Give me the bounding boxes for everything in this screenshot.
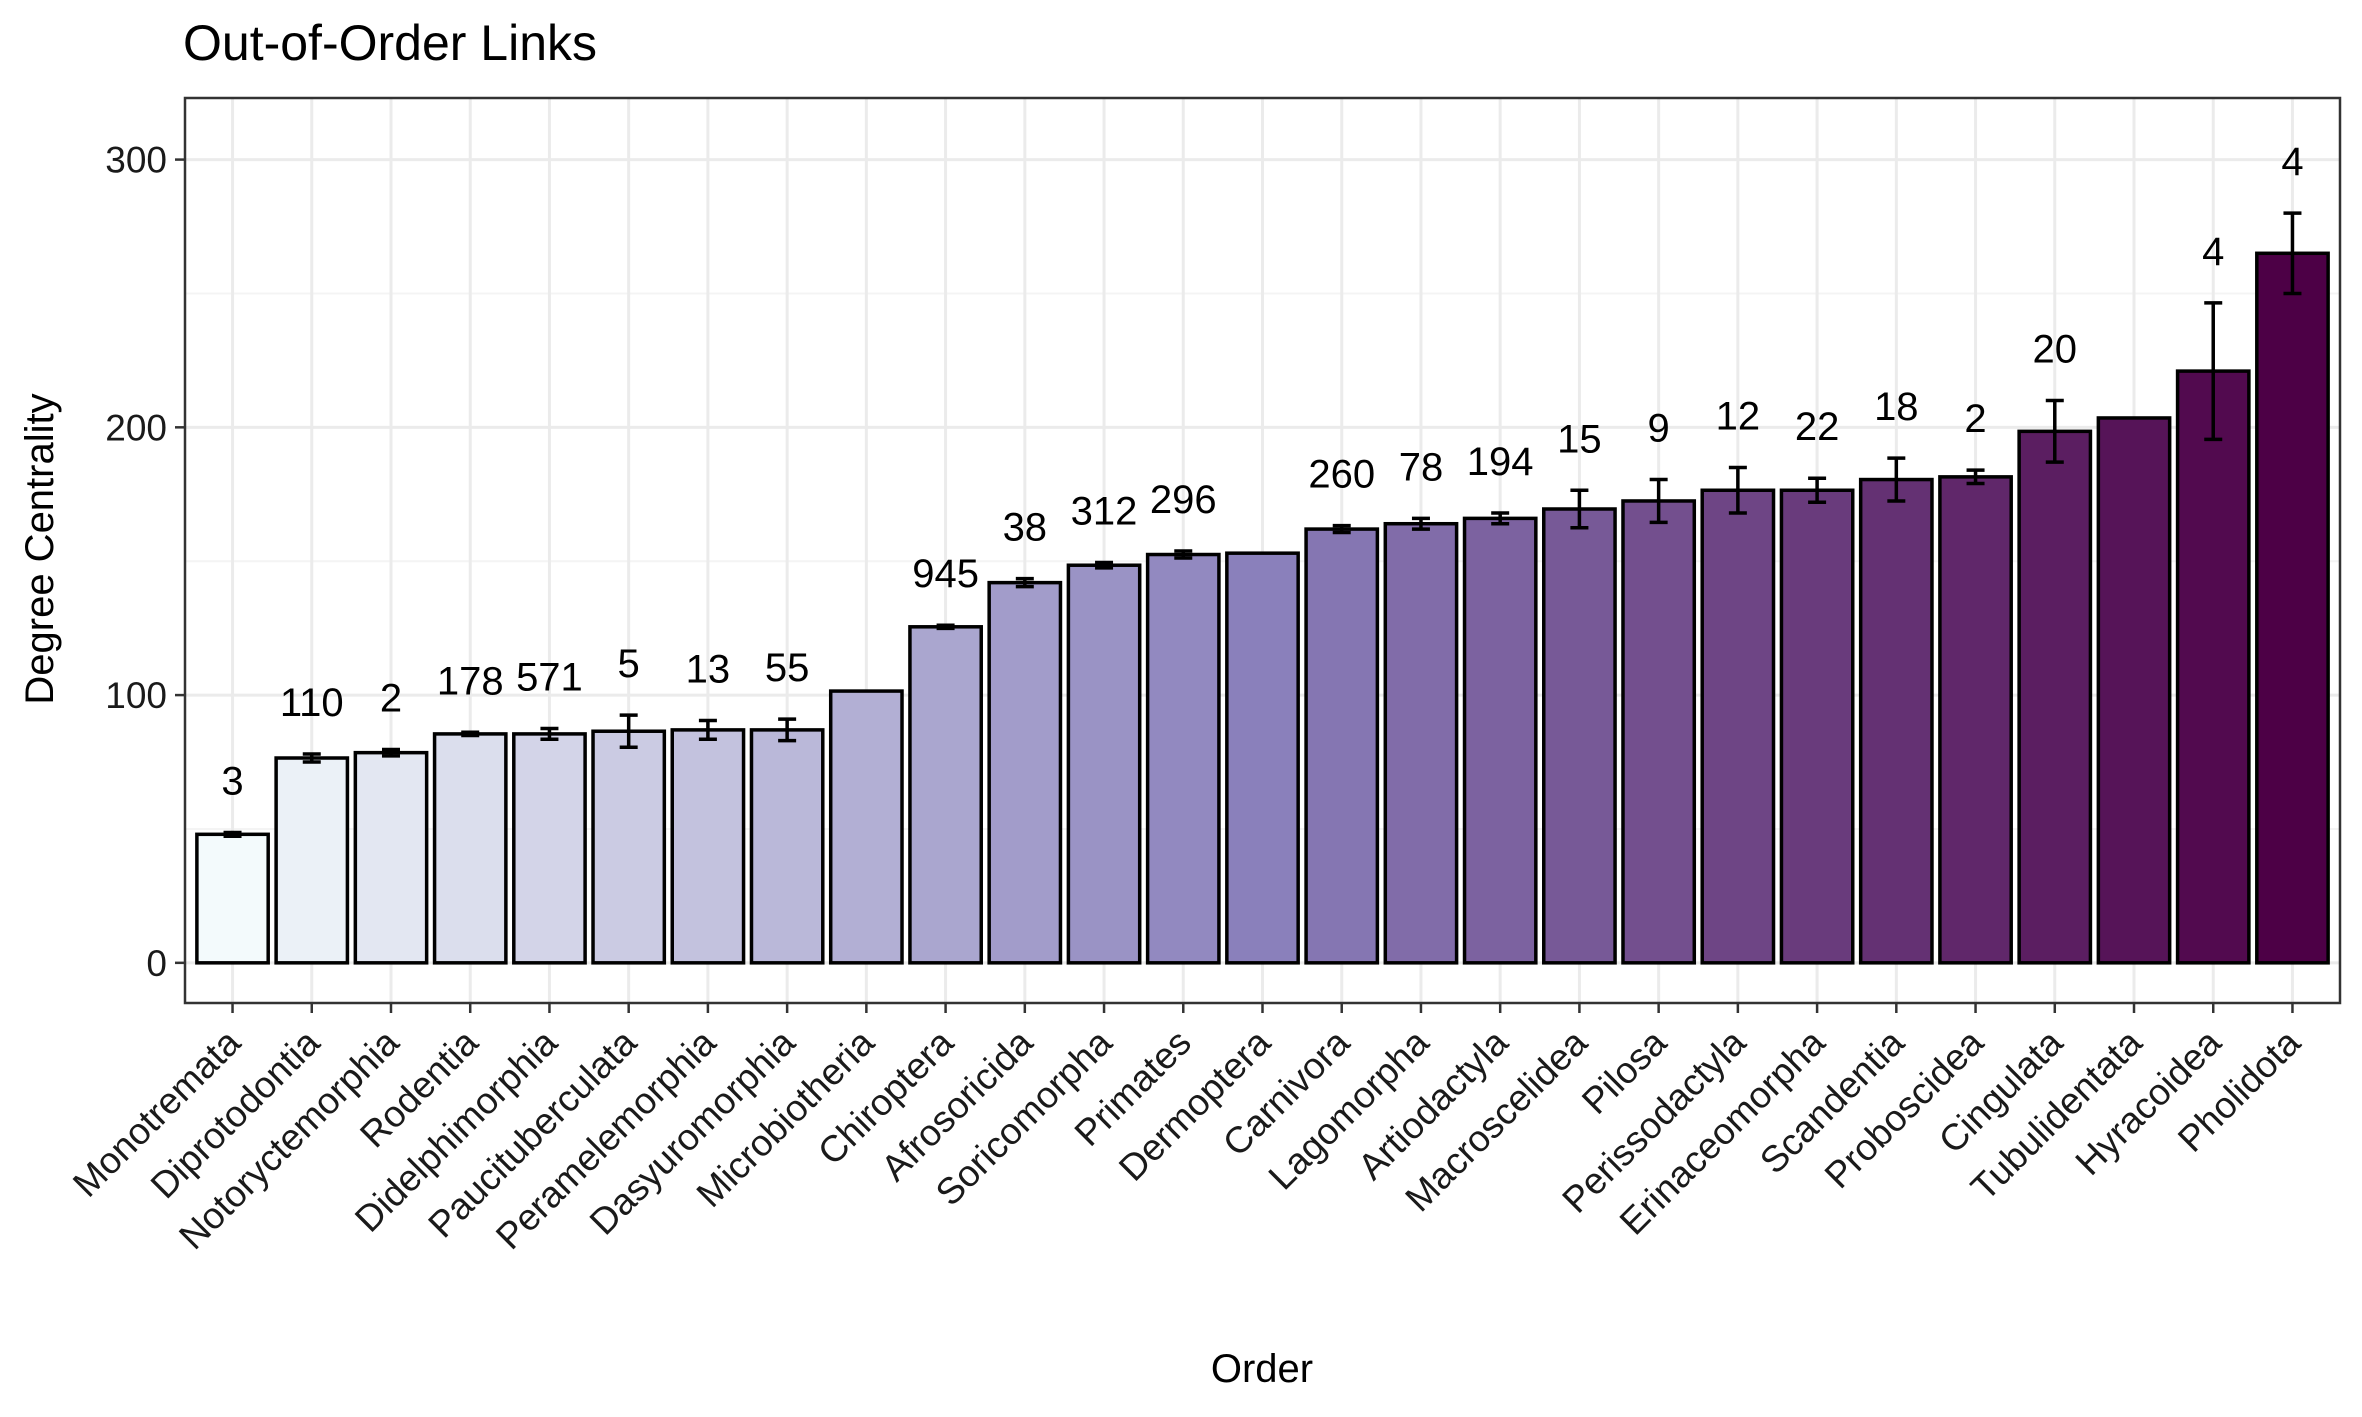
bar-perissodactyla [1700, 488, 1776, 965]
bar-pholidota [2255, 251, 2330, 965]
error-bar-pholidota [2283, 211, 2302, 296]
error-bar-chiroptera [936, 623, 955, 631]
bar-rodentia [432, 732, 508, 965]
error-bar-pilosa [1649, 477, 1668, 525]
count-label-perissodactyla: 12 [1716, 394, 1761, 438]
bar-didelphimorphia [512, 732, 587, 965]
y-axis-label: Degree Centrality [18, 393, 62, 704]
count-label-primates: 296 [1150, 478, 1217, 522]
error-bar-didelphimorphia [540, 726, 559, 742]
count-label-artiodactyla: 194 [1467, 440, 1534, 484]
bar-macroscelidea [1542, 507, 1617, 965]
error-bar-primates [1174, 549, 1193, 560]
bar-tubulidentata [2096, 416, 2172, 965]
bar-erinaceomorpha [1779, 488, 1855, 965]
count-label-paucituberculata: 5 [618, 642, 640, 686]
y-tick-label: 100 [105, 675, 167, 716]
count-label-lagomorpha: 78 [1399, 445, 1444, 489]
y-tick-label: 300 [105, 140, 167, 181]
y-tick-label: 200 [105, 407, 167, 448]
bar-afrosoricida [987, 580, 1063, 965]
count-label-scandentia: 18 [1874, 385, 1919, 429]
error-bar-perissodactyla [1728, 465, 1747, 515]
count-label-dasyuromorphia: 55 [765, 646, 810, 690]
bars [195, 251, 2330, 965]
bar-paucituberculata [591, 729, 667, 965]
error-bar-hyracoidea [2204, 301, 2223, 442]
bar-chiroptera [908, 625, 983, 965]
bar-notoryctemorphia [353, 750, 429, 965]
bar-microbiotheria [828, 689, 904, 965]
count-label-chiroptera: 945 [912, 552, 979, 596]
error-bar-dasyuromorphia [778, 717, 797, 743]
error-bar-notoryctemorphia [381, 747, 400, 758]
count-label-erinaceomorpha: 22 [1795, 405, 1840, 449]
error-bars [223, 211, 2302, 838]
count-label-diprotodontia: 110 [280, 681, 344, 725]
bar-artiodactyla [1462, 516, 1538, 965]
count-label-didelphimorphia: 571 [516, 656, 583, 700]
error-bar-soricomorpha [1095, 560, 1114, 570]
error-bar-scandentia [1887, 456, 1906, 503]
count-label-pilosa: 9 [1648, 407, 1670, 451]
x-axis: MonotremataDiprotodontiaNotoryctemorphia… [65, 1003, 2308, 1257]
error-bar-lagomorpha [1411, 516, 1430, 531]
bar-monotremata [195, 832, 270, 965]
error-bar-proboscidea [1966, 468, 1985, 486]
error-bar-monotremata [223, 830, 242, 838]
chart-title: Out-of-Order Links [183, 15, 597, 71]
bar-count-labels: 3 110 2 178 571 5 13 55 945 38 312 296 260 78 194 15 9 12… [221, 140, 2303, 803]
error-bar-afrosoricida [1015, 576, 1034, 589]
bar-scandentia [1858, 477, 1934, 965]
count-label-carnivora: 260 [1308, 453, 1375, 497]
y-tick-label: 0 [146, 943, 167, 984]
bar-proboscidea [1938, 475, 2013, 965]
error-bar-rodentia [461, 730, 480, 738]
count-label-macroscelidea: 15 [1557, 417, 1602, 461]
error-bar-erinaceomorpha [1808, 476, 1827, 505]
count-label-notoryctemorphia: 2 [380, 676, 402, 720]
count-label-hyracoidea: 4 [2202, 230, 2224, 274]
error-bar-macroscelidea [1570, 488, 1589, 530]
bar-peramelemorphia [670, 728, 746, 965]
bar-carnivora [1304, 527, 1380, 965]
count-label-pholidota: 4 [2281, 140, 2303, 184]
count-label-rodentia: 178 [437, 659, 504, 703]
bar-cingulata [2017, 429, 2093, 965]
count-label-monotremata: 3 [221, 759, 243, 803]
count-label-soricomorpha: 312 [1071, 490, 1138, 534]
x-axis-label: Order [1211, 1347, 1313, 1391]
error-bar-diprotodontia [302, 752, 321, 764]
bar-dasyuromorphia [749, 728, 825, 965]
error-bar-artiodactyla [1491, 511, 1510, 526]
error-bar-cingulata [2045, 398, 2064, 464]
bar-hyracoidea [2175, 369, 2251, 965]
count-label-afrosoricida: 38 [1003, 506, 1048, 550]
error-bar-carnivora [1332, 523, 1351, 535]
count-label-proboscidea: 2 [1964, 397, 1986, 441]
bar-primates [1145, 552, 1221, 965]
bar-lagomorpha [1383, 521, 1459, 965]
bar-pilosa [1621, 499, 1697, 965]
bar-soricomorpha [1066, 563, 1142, 965]
error-bar-peramelemorphia [698, 718, 717, 742]
count-label-peramelemorphia: 13 [686, 648, 731, 692]
error-bar-paucituberculata [619, 713, 638, 750]
y-axis: 0 100 200 300 [105, 140, 185, 984]
bar-dermoptera [1225, 551, 1300, 965]
bar-diprotodontia [274, 756, 350, 965]
count-label-cingulata: 20 [2033, 328, 2078, 372]
